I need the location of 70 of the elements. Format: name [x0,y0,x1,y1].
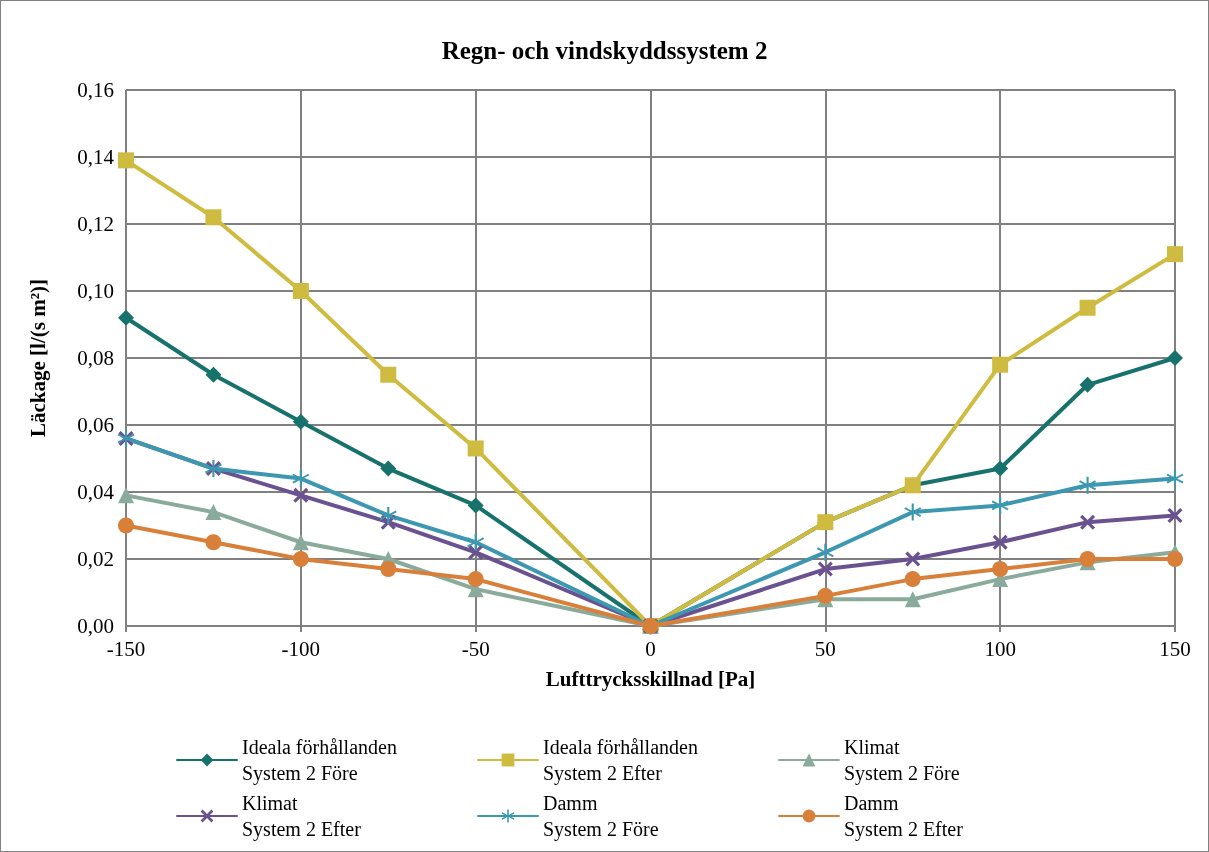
point [205,209,222,226]
point [905,551,921,567]
x-tick-label: -50 [461,636,490,661]
point [1080,514,1096,530]
point [467,497,484,514]
point [816,543,834,561]
y-tick-label: 0,12 [77,212,114,236]
point [991,496,1009,514]
x-tick-label: 100 [984,636,1016,661]
point [904,571,921,588]
point [380,460,397,477]
point [992,534,1008,550]
x-tick-label: 0 [645,636,656,661]
point [292,470,310,488]
point [468,544,484,560]
point [118,152,134,169]
chart-title: Regn- och vindskyddssystem 2 [441,37,768,64]
legend-label: Klimat System 2 Före [844,736,960,785]
point [118,487,134,504]
point [379,506,397,524]
point [904,591,921,608]
point [205,534,222,551]
point [292,534,309,551]
point [1079,476,1097,494]
x-tick-label: -150 [106,636,146,661]
point [1167,350,1183,366]
point [1079,551,1096,567]
point [817,587,834,604]
point [992,561,1009,578]
point [380,366,397,383]
point [467,533,485,551]
x-axis-title: Lufttrycksskillnad [Pa] [545,666,756,691]
legend-label: Ideala förhållanden System 2 Före [242,736,397,785]
y-tick-label: 0,00 [77,614,114,638]
point [1167,551,1183,567]
point [118,517,134,534]
y-tick-label: 0,06 [77,413,114,437]
point [205,366,222,383]
point [1167,246,1183,263]
point [205,504,222,521]
legend-label: Ideala förhållanden System 2 Efter [543,736,698,785]
point [904,503,922,521]
x-tick-label: 50 [814,636,836,661]
point [118,309,134,326]
point [467,571,484,588]
y-tick-label: 0,16 [77,78,114,102]
point [992,460,1009,477]
legend-label: Klimat System 2 Efter [242,792,362,841]
y-tick-label: 0,08 [77,346,114,370]
point [1167,507,1183,523]
point [467,440,484,457]
x-tick-label: -100 [281,636,321,661]
y-tick-label: 0,10 [77,279,114,303]
y-axis-title: Läckage [l/(s m²)] [25,279,50,437]
point [817,561,833,577]
point [1166,470,1184,488]
legend-label: Damm System 2 Efter [844,792,964,841]
y-tick-label: 0,02 [77,547,114,571]
point [292,413,309,430]
point [292,283,309,299]
legend-label: Damm System 2 Före [543,792,659,841]
y-tick-label: 0,14 [77,145,115,169]
point [1079,376,1096,393]
point [293,487,309,503]
y-tick-label: 0,04 [77,480,115,504]
x-tick-label: 150 [1159,636,1191,661]
point [992,356,1009,373]
point [1079,299,1096,316]
point [292,551,309,567]
point [380,561,397,578]
